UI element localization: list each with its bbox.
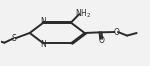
Text: O: O bbox=[113, 28, 119, 36]
Text: N: N bbox=[40, 17, 46, 26]
Text: NH$_2$: NH$_2$ bbox=[75, 7, 92, 20]
Text: O: O bbox=[98, 36, 104, 45]
Text: N: N bbox=[40, 40, 46, 49]
Text: S: S bbox=[11, 34, 16, 43]
